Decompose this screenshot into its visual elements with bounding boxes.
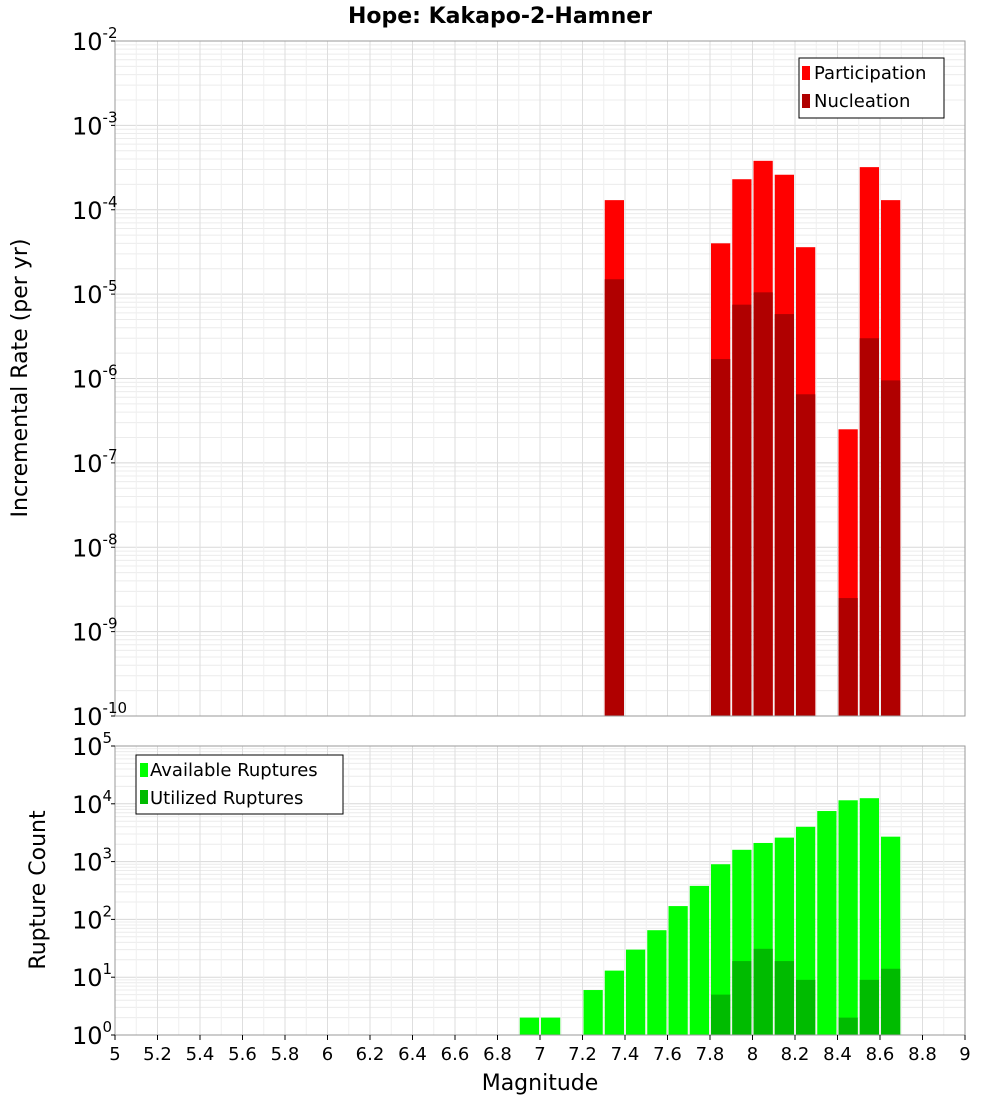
participation-legend-label: Participation [814, 63, 926, 84]
y-tick-label: 10-6 [72, 362, 118, 394]
utilized-ruptures-bar [838, 1017, 858, 1035]
x-tick-label: 5.2 [143, 1044, 172, 1065]
nucleation-bar [711, 359, 731, 716]
x-tick-label: 8.4 [823, 1044, 852, 1065]
x-tick-label: 6.4 [398, 1044, 427, 1065]
available-ruptures-bar [689, 885, 709, 1035]
y-tick-label: 101 [72, 960, 112, 992]
x-tick-label: 8.6 [866, 1044, 895, 1065]
y-tick-label: 103 [72, 845, 112, 877]
count-y-ticks: 100 101 102 103 104 105 [72, 729, 115, 1050]
utilized-ruptures-bar [774, 961, 794, 1035]
y-tick-label: 10-5 [72, 277, 118, 309]
available-ruptures-bar [604, 970, 624, 1035]
x-tick-label: 6 [322, 1044, 333, 1065]
x-tick-label: 5 [109, 1044, 120, 1065]
y-tick-label: 102 [72, 902, 112, 934]
count-legend: Available Ruptures Utilized Ruptures [135, 754, 344, 815]
utilized-legend-label: Utilized Ruptures [150, 788, 303, 809]
x-tick-label: 9 [959, 1044, 970, 1065]
x-tick-label: 5.8 [271, 1044, 300, 1065]
utilized-ruptures-bar [732, 961, 752, 1035]
x-tick-label: 5.4 [186, 1044, 215, 1065]
x-tick-label: 7.4 [611, 1044, 640, 1065]
x-tick-label: 5.6 [228, 1044, 257, 1065]
x-tick-label: 6.8 [483, 1044, 512, 1065]
y-tick-label: 10-9 [72, 615, 118, 647]
nucleation-bar [881, 380, 901, 716]
x-tick-label: 6.2 [356, 1044, 385, 1065]
nucleation-bar [838, 598, 858, 716]
rate-bars [604, 160, 901, 717]
x-tick-label: 7.2 [568, 1044, 597, 1065]
utilized-ruptures-bar [711, 994, 731, 1035]
count-y-axis-label: Rupture Count [26, 810, 51, 970]
x-tick-label: 7.8 [696, 1044, 725, 1065]
utilized-ruptures-bar [753, 948, 773, 1035]
x-axis-label: Magnitude [482, 1071, 599, 1096]
participation-legend-swatch [802, 66, 810, 80]
y-tick-label: 10-4 [72, 193, 118, 225]
count-legend-box [135, 754, 344, 815]
y-tick-label: 104 [72, 787, 112, 819]
nucleation-bar [796, 394, 816, 716]
available-ruptures-bar [817, 811, 837, 1035]
magnitude-x-ticks: 5 5.2 5.4 5.6 5.8 6 6.2 6.4 6.6 6.8 7 7.2 7.4 7.6 7.8 8… [109, 1035, 971, 1065]
available-legend-swatch [140, 763, 148, 777]
y-tick-label: 10-2 [72, 24, 118, 56]
chart-title: Hope: Kakapo-2-Hamner [348, 4, 652, 29]
available-ruptures-bar [838, 800, 858, 1035]
available-ruptures-bar [583, 990, 603, 1035]
utilized-ruptures-bar [859, 979, 879, 1035]
nucleation-bar [604, 279, 624, 716]
utilized-legend-swatch [140, 790, 148, 804]
available-legend-label: Available Ruptures [150, 760, 318, 781]
y-tick-label: 10-3 [72, 108, 118, 140]
available-ruptures-bar [626, 949, 646, 1035]
rate-legend-box [798, 57, 945, 119]
nucleation-bar [774, 314, 794, 716]
utilized-ruptures-bar [796, 979, 816, 1035]
nucleation-bar [859, 338, 879, 716]
y-tick-label: 100 [72, 1018, 112, 1050]
available-ruptures-bar [541, 1017, 561, 1035]
available-ruptures-bar [711, 864, 731, 1035]
rate-y-axis-label: Incremental Rate (per yr) [8, 239, 33, 518]
nucleation-bar [753, 292, 773, 716]
x-tick-label: 8.2 [781, 1044, 810, 1065]
x-tick-label: 6.6 [441, 1044, 470, 1065]
available-ruptures-bar [647, 930, 667, 1035]
y-tick-label: 105 [72, 729, 112, 761]
available-ruptures-bar [859, 798, 879, 1035]
x-tick-label: 8 [747, 1044, 758, 1065]
rate-legend: Participation Nucleation [798, 57, 945, 119]
rate-gridlines [114, 41, 966, 717]
count-panel: 100 101 102 103 104 105 5 5.2 5.4 5.6 5.8 6 6.2 6.4 6… [26, 729, 971, 1096]
x-tick-label: 7 [534, 1044, 545, 1065]
nucleation-bar [732, 304, 752, 716]
x-tick-label: 7.6 [653, 1044, 682, 1065]
y-tick-label: 10-10 [72, 699, 127, 731]
x-tick-label: 8.8 [908, 1044, 937, 1065]
rate-y-ticks: 10-10 10-9 10-8 10-7 10-6 10-5 10-4 10-3 10-2 [72, 24, 127, 731]
available-ruptures-bar [668, 906, 688, 1035]
y-tick-label: 10-7 [72, 446, 118, 478]
rate-panel: 10-10 10-9 10-8 10-7 10-6 10-5 10-4 10-3 10-2 In… [8, 24, 966, 731]
nucleation-legend-swatch [802, 94, 810, 108]
utilized-ruptures-bar [881, 968, 901, 1035]
available-ruptures-bar [519, 1017, 539, 1035]
count-bars [519, 798, 901, 1035]
nucleation-legend-label: Nucleation [814, 91, 910, 112]
y-tick-label: 10-8 [72, 530, 118, 562]
